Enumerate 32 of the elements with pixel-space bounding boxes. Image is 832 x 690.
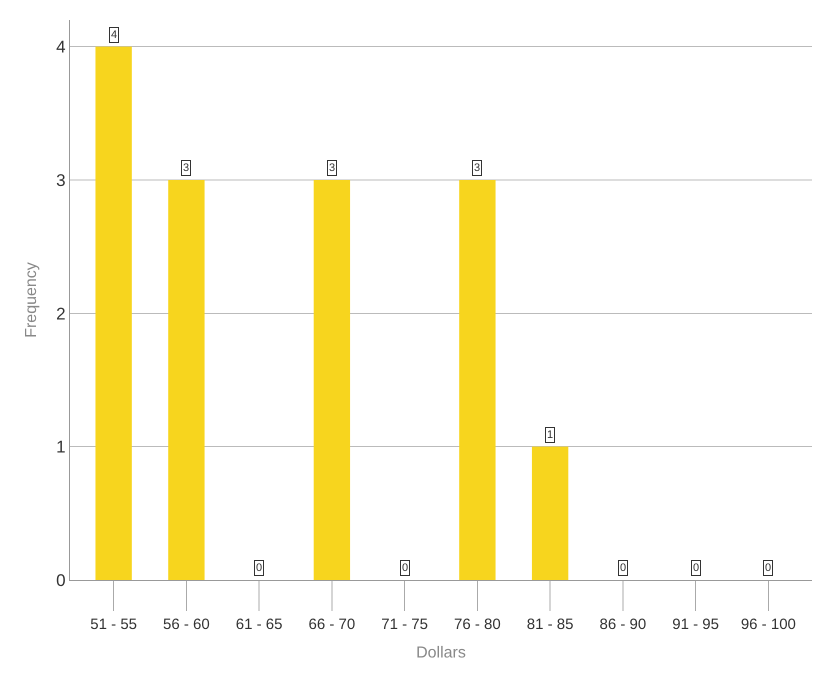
x-tick-label: 76 - 80 xyxy=(454,616,501,633)
data-label: 0 xyxy=(402,562,408,574)
x-tick-label: 91 - 95 xyxy=(672,616,719,633)
bar xyxy=(168,180,205,580)
data-label: 3 xyxy=(329,162,336,174)
bar xyxy=(532,446,568,580)
bar xyxy=(314,180,350,580)
y-tick-label: 1 xyxy=(56,438,66,457)
x-tick-label: 71 - 75 xyxy=(381,616,428,633)
data-label: 3 xyxy=(183,162,190,174)
bar xyxy=(459,180,496,580)
x-axis-title: Dollars xyxy=(416,644,466,662)
data-label: 0 xyxy=(693,562,700,574)
x-tick-label: 81 - 85 xyxy=(526,616,574,633)
y-axis-title: Frequency xyxy=(23,262,40,338)
data-label: 4 xyxy=(111,29,118,41)
bar xyxy=(95,46,132,580)
x-tick-label: 86 - 90 xyxy=(600,616,646,633)
x-tick-label: 96 - 100 xyxy=(740,616,796,633)
data-label: 1 xyxy=(547,429,554,441)
x-tick-label: 51 - 55 xyxy=(90,616,137,633)
data-label: 3 xyxy=(474,162,480,174)
data-label: 0 xyxy=(620,562,626,574)
y-tick-label: 3 xyxy=(56,170,66,190)
y-tick-label: 2 xyxy=(56,304,66,324)
y-tick-label: 0 xyxy=(56,570,66,590)
x-tick-label: 56 - 60 xyxy=(163,616,210,633)
x-tick-label: 61 - 65 xyxy=(236,616,282,633)
y-tick-label: 4 xyxy=(56,38,66,57)
data-label: 0 xyxy=(256,562,262,574)
x-tick-label: 66 - 70 xyxy=(308,616,356,633)
data-label: 0 xyxy=(765,562,772,574)
